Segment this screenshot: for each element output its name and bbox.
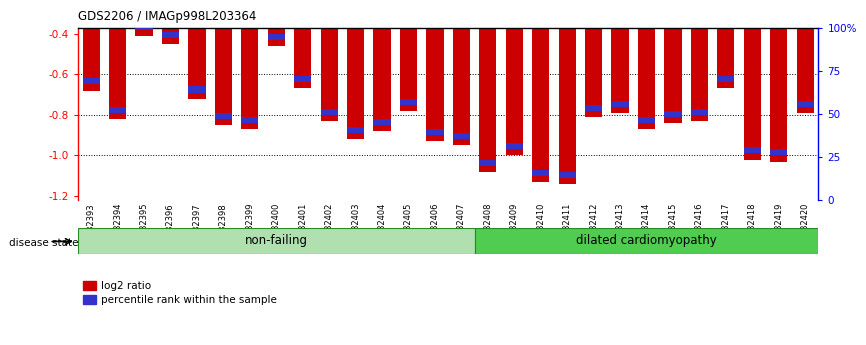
Bar: [506, 0, 523, 156]
Bar: [78, 228, 475, 254]
Bar: [611, 0, 629, 113]
Bar: [559, 0, 576, 184]
Bar: [797, 101, 814, 107]
Bar: [188, 0, 205, 99]
Bar: [770, 149, 787, 156]
Bar: [426, 0, 443, 141]
Bar: [82, 78, 100, 85]
Bar: [691, 0, 708, 121]
Bar: [109, 107, 126, 113]
Bar: [479, 0, 496, 172]
Bar: [532, 0, 549, 182]
Text: disease state: disease state: [9, 238, 78, 248]
Bar: [664, 111, 682, 117]
Bar: [215, 113, 232, 119]
Bar: [135, 0, 152, 36]
Legend: log2 ratio, percentile rank within the sample: log2 ratio, percentile rank within the s…: [83, 281, 277, 305]
Bar: [82, 0, 100, 90]
Bar: [109, 0, 126, 119]
Bar: [638, 117, 655, 123]
Bar: [347, 127, 365, 133]
Bar: [242, 117, 258, 123]
Bar: [373, 119, 391, 125]
Bar: [426, 129, 443, 135]
Bar: [559, 172, 576, 178]
Bar: [373, 0, 391, 131]
Text: GDS2206 / IMAGp998L203364: GDS2206 / IMAGp998L203364: [78, 10, 256, 23]
Bar: [611, 101, 629, 107]
Bar: [400, 99, 417, 105]
Bar: [532, 170, 549, 176]
Bar: [188, 87, 205, 92]
Bar: [797, 0, 814, 113]
Bar: [744, 147, 761, 154]
Bar: [162, 0, 179, 44]
Bar: [294, 76, 311, 82]
Bar: [453, 133, 470, 139]
Bar: [744, 0, 761, 159]
Bar: [585, 105, 602, 111]
Bar: [770, 0, 787, 161]
Bar: [717, 76, 734, 82]
Bar: [400, 0, 417, 111]
Bar: [320, 109, 338, 115]
Text: dilated cardiomyopathy: dilated cardiomyopathy: [576, 234, 717, 247]
Bar: [162, 32, 179, 38]
Text: non-failing: non-failing: [245, 234, 307, 247]
Bar: [242, 0, 258, 129]
Bar: [691, 109, 708, 115]
Bar: [664, 0, 682, 123]
Bar: [585, 0, 602, 117]
Bar: [638, 0, 655, 129]
Bar: [294, 0, 311, 88]
Bar: [135, 23, 152, 30]
Bar: [475, 228, 818, 254]
Bar: [506, 143, 523, 149]
Bar: [453, 0, 470, 145]
Bar: [320, 0, 338, 121]
Bar: [347, 0, 365, 139]
Bar: [479, 159, 496, 166]
Bar: [717, 0, 734, 88]
Bar: [215, 0, 232, 125]
Bar: [268, 0, 285, 46]
Bar: [268, 34, 285, 40]
